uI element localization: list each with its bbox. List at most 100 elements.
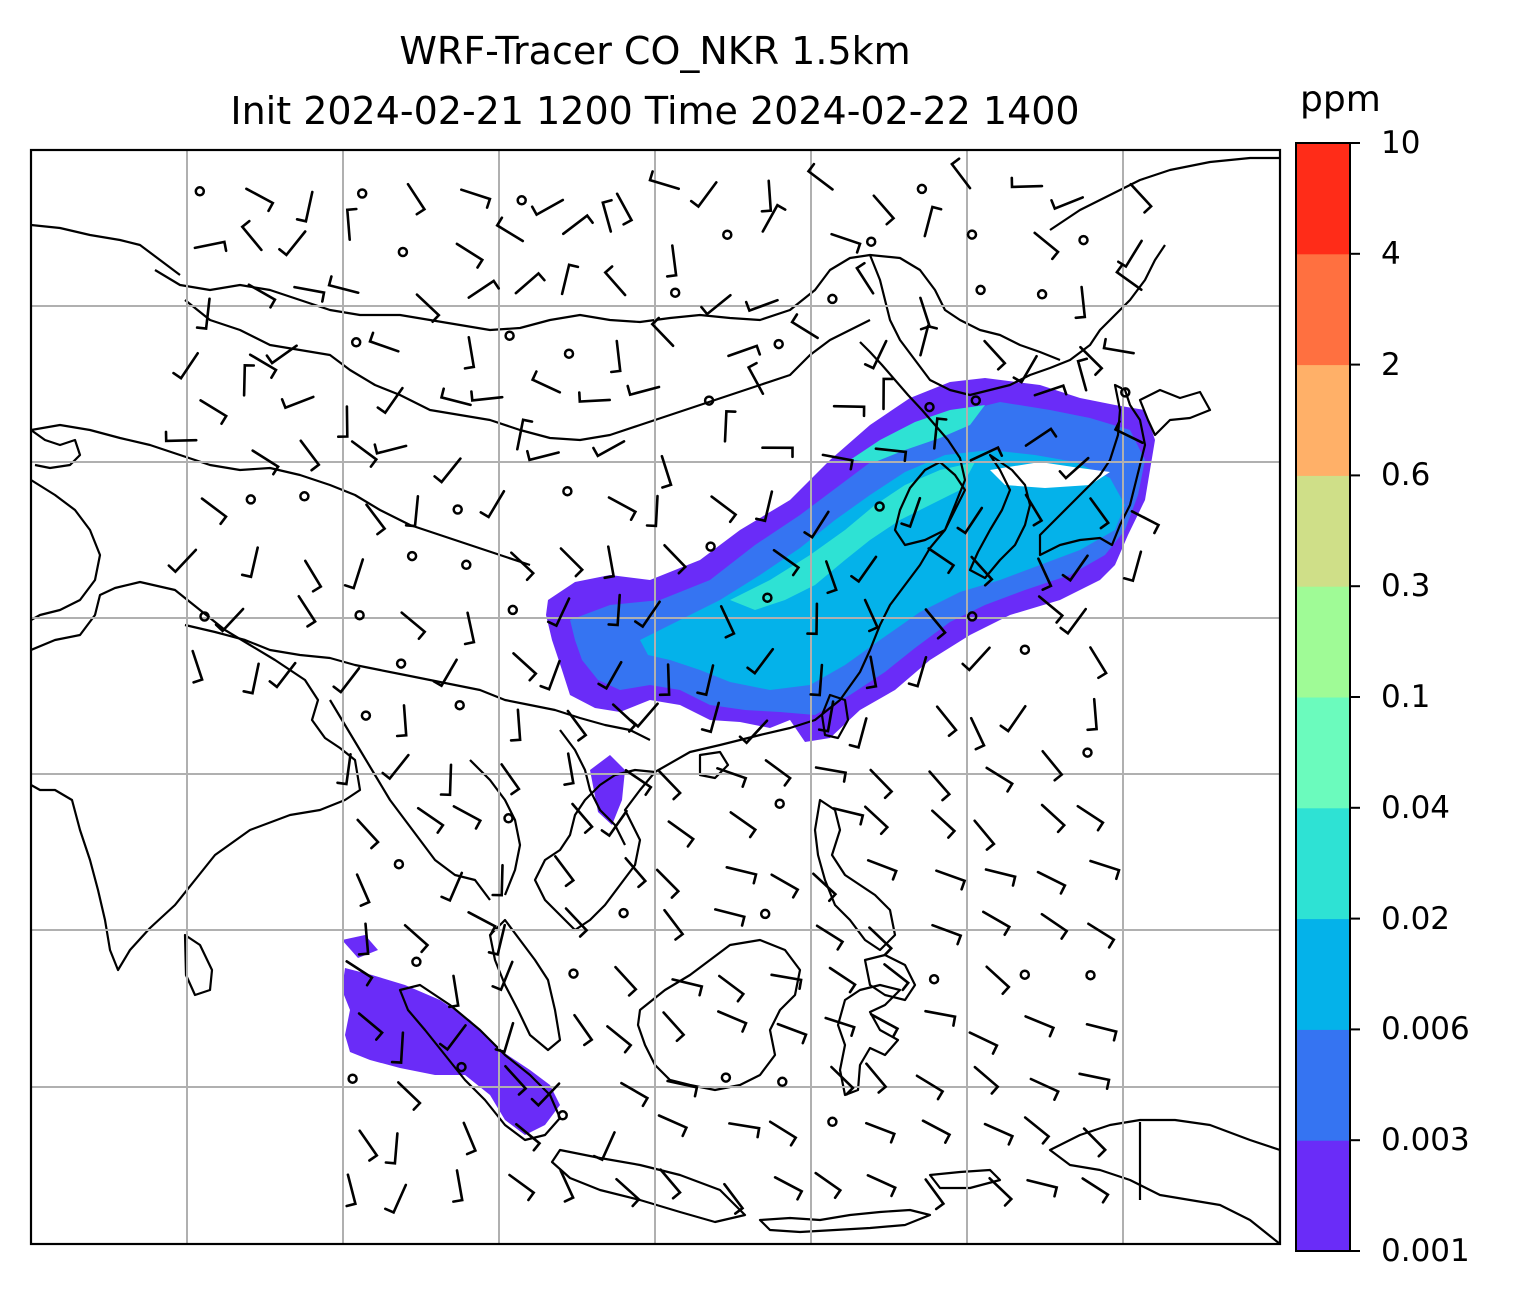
wind-barb-icon [864, 805, 890, 836]
calm-circle-icon [827, 293, 838, 305]
coast-mindanao [863, 953, 917, 1002]
wind-barb-icon [195, 297, 211, 331]
wind-barb-icon [1081, 1177, 1110, 1204]
wind-barb-icon [381, 753, 410, 781]
colorbar-segment [1296, 253, 1350, 366]
wind-barb-icon [764, 759, 792, 787]
colorbar-tick-label: 0.006 [1381, 1011, 1470, 1048]
wind-barb-icon [199, 399, 228, 425]
coast-japan [1038, 383, 1147, 557]
calm-circle-icon [350, 337, 362, 348]
wind-barb-icon [470, 390, 504, 402]
colorbar-frame [1295, 142, 1351, 1252]
wind-barb-icon [866, 859, 898, 881]
wind-barb-icon [665, 244, 678, 278]
wind-barb-icon [240, 219, 263, 252]
calm-circle-icon [395, 658, 407, 669]
wind-barb-icon [452, 805, 483, 830]
wind-barb-icon [624, 857, 648, 889]
wind-barb-icon [660, 454, 673, 489]
calm-circle-icon [1019, 644, 1031, 655]
wind-barb-icon [806, 602, 819, 636]
wind-barb-icon [950, 157, 972, 190]
wind-barb-icon [245, 187, 275, 213]
colorbar-tick-label: 0.1 [1381, 679, 1431, 715]
wind-barb-icon [760, 179, 773, 213]
wind-barb-icon [463, 611, 476, 646]
wind-barb-icon [530, 198, 565, 217]
calm-circle-icon [456, 1061, 467, 1073]
wind-barb-icon [790, 313, 819, 340]
calm-circle-icon [562, 485, 573, 497]
wind-barb-icon [365, 503, 387, 536]
wind-barb-icon [1122, 550, 1143, 583]
coast-russia-east [1049, 156, 1280, 231]
wind-barb-icon [729, 811, 758, 839]
wind-barb-icon [924, 1009, 957, 1027]
wind-barb-icon [293, 285, 326, 303]
wind-barb-icon [1117, 239, 1143, 269]
wind-barb-icon [927, 547, 956, 575]
wind-barb-icon [512, 652, 538, 682]
calm-circle-icon [1082, 747, 1093, 758]
wind-barb-icon [373, 443, 408, 455]
colorbar-segment [1296, 475, 1350, 587]
wind-barb-icon [1037, 595, 1065, 624]
wind-barb-icon [848, 717, 868, 749]
wind-barb-icon [439, 763, 453, 797]
wind-barb-icon [278, 230, 307, 257]
wind-barb-icon [919, 324, 938, 357]
coast-taiwan [820, 693, 850, 740]
wind-barb-icon [874, 447, 908, 463]
wind-barb-icon [1058, 456, 1090, 480]
wind-barb-icon [606, 1025, 633, 1054]
wind-barb-icon [755, 490, 774, 523]
wind-barb-icon [770, 873, 800, 899]
wind-barb-icon [350, 440, 379, 468]
wind-barb-icon [968, 1031, 999, 1055]
wind-barb-icon [746, 647, 775, 676]
wind-barb-icon [516, 418, 534, 451]
colorbar-tick-label: 10 [1381, 125, 1421, 161]
wind-barb-icon [935, 705, 958, 737]
calm-circle-icon [360, 710, 372, 721]
colorbar-segment [1296, 807, 1350, 920]
wind-barb-icon [824, 1016, 856, 1037]
calm-circle-icon [705, 541, 716, 552]
calm-circle-icon [393, 858, 405, 870]
calm-circle-icon [354, 609, 365, 621]
wind-barb-icon [667, 820, 696, 848]
wind-barb-icon [970, 555, 994, 587]
wind-barb-icon [539, 659, 561, 691]
wind-barb-icon [214, 607, 245, 633]
wind-barb-icon [1129, 182, 1153, 214]
wind-barb-icon [924, 1178, 946, 1211]
calm-circle-icon [827, 1116, 838, 1128]
wind-barb-icon [463, 336, 476, 370]
calm-circle-icon [503, 813, 514, 824]
wind-barb-icon [247, 283, 277, 309]
wind-barb-icon [984, 868, 1017, 887]
calm-circle-icon [194, 186, 206, 197]
wind-barb-icon [700, 701, 720, 734]
wind-barb-icon [863, 339, 888, 370]
wind-barb-icon [336, 753, 352, 786]
tracer-plume [342, 378, 1155, 1135]
wind-barb-icon [973, 819, 996, 851]
coast-timor [928, 1168, 1002, 1190]
wind-barb-icon [403, 924, 430, 954]
colorbar-segment [1296, 918, 1350, 1030]
calm-circle-icon [406, 550, 418, 562]
colorbar-segment [1296, 1029, 1350, 1141]
wind-barb-icon [689, 181, 718, 209]
wind-barb-icon [495, 216, 525, 243]
wind-barb-icon [384, 1132, 399, 1165]
colorbar-tick-label: 0.001 [1381, 1233, 1470, 1269]
wind-barb-icon [828, 966, 857, 994]
wind-barb-icon [956, 506, 984, 535]
colorbar-segment [1296, 586, 1350, 698]
border-kazakh [31, 223, 181, 276]
wind-barb-icon [719, 605, 736, 639]
wind-barb-icon [560, 263, 580, 296]
colorbar-segment [1296, 697, 1350, 809]
